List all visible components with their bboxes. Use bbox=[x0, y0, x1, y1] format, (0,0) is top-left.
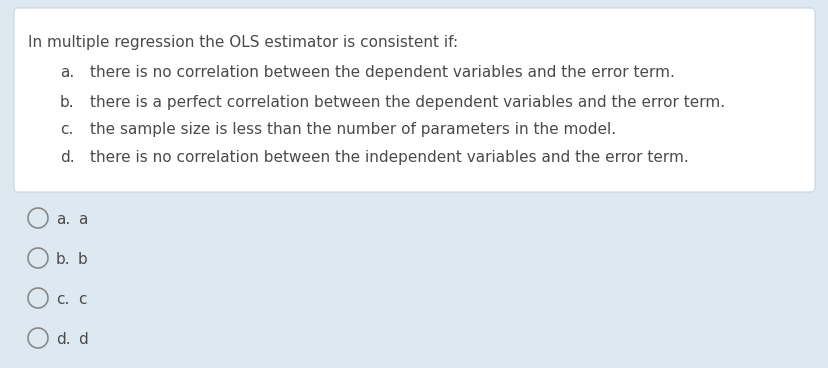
Text: d.: d. bbox=[60, 150, 75, 165]
Text: c: c bbox=[78, 291, 86, 307]
Text: a.: a. bbox=[56, 212, 70, 226]
Circle shape bbox=[28, 208, 48, 228]
Text: the sample size is less than the number of parameters in the model.: the sample size is less than the number … bbox=[90, 122, 615, 137]
Circle shape bbox=[28, 248, 48, 268]
Text: a: a bbox=[78, 212, 87, 226]
Text: there is no correlation between the dependent variables and the error term.: there is no correlation between the depe… bbox=[90, 65, 674, 80]
Text: b.: b. bbox=[56, 251, 70, 266]
Text: In multiple regression the OLS estimator is consistent if:: In multiple regression the OLS estimator… bbox=[28, 35, 458, 50]
Circle shape bbox=[28, 328, 48, 348]
Text: b: b bbox=[78, 251, 88, 266]
Text: there is a perfect correlation between the dependent variables and the error ter: there is a perfect correlation between t… bbox=[90, 95, 724, 110]
FancyBboxPatch shape bbox=[14, 8, 814, 192]
Text: c.: c. bbox=[56, 291, 70, 307]
Text: d.: d. bbox=[56, 332, 70, 347]
Text: b.: b. bbox=[60, 95, 75, 110]
Text: a.: a. bbox=[60, 65, 75, 80]
Text: there is no correlation between the independent variables and the error term.: there is no correlation between the inde… bbox=[90, 150, 688, 165]
Text: d: d bbox=[78, 332, 88, 347]
Text: c.: c. bbox=[60, 122, 74, 137]
Circle shape bbox=[28, 288, 48, 308]
